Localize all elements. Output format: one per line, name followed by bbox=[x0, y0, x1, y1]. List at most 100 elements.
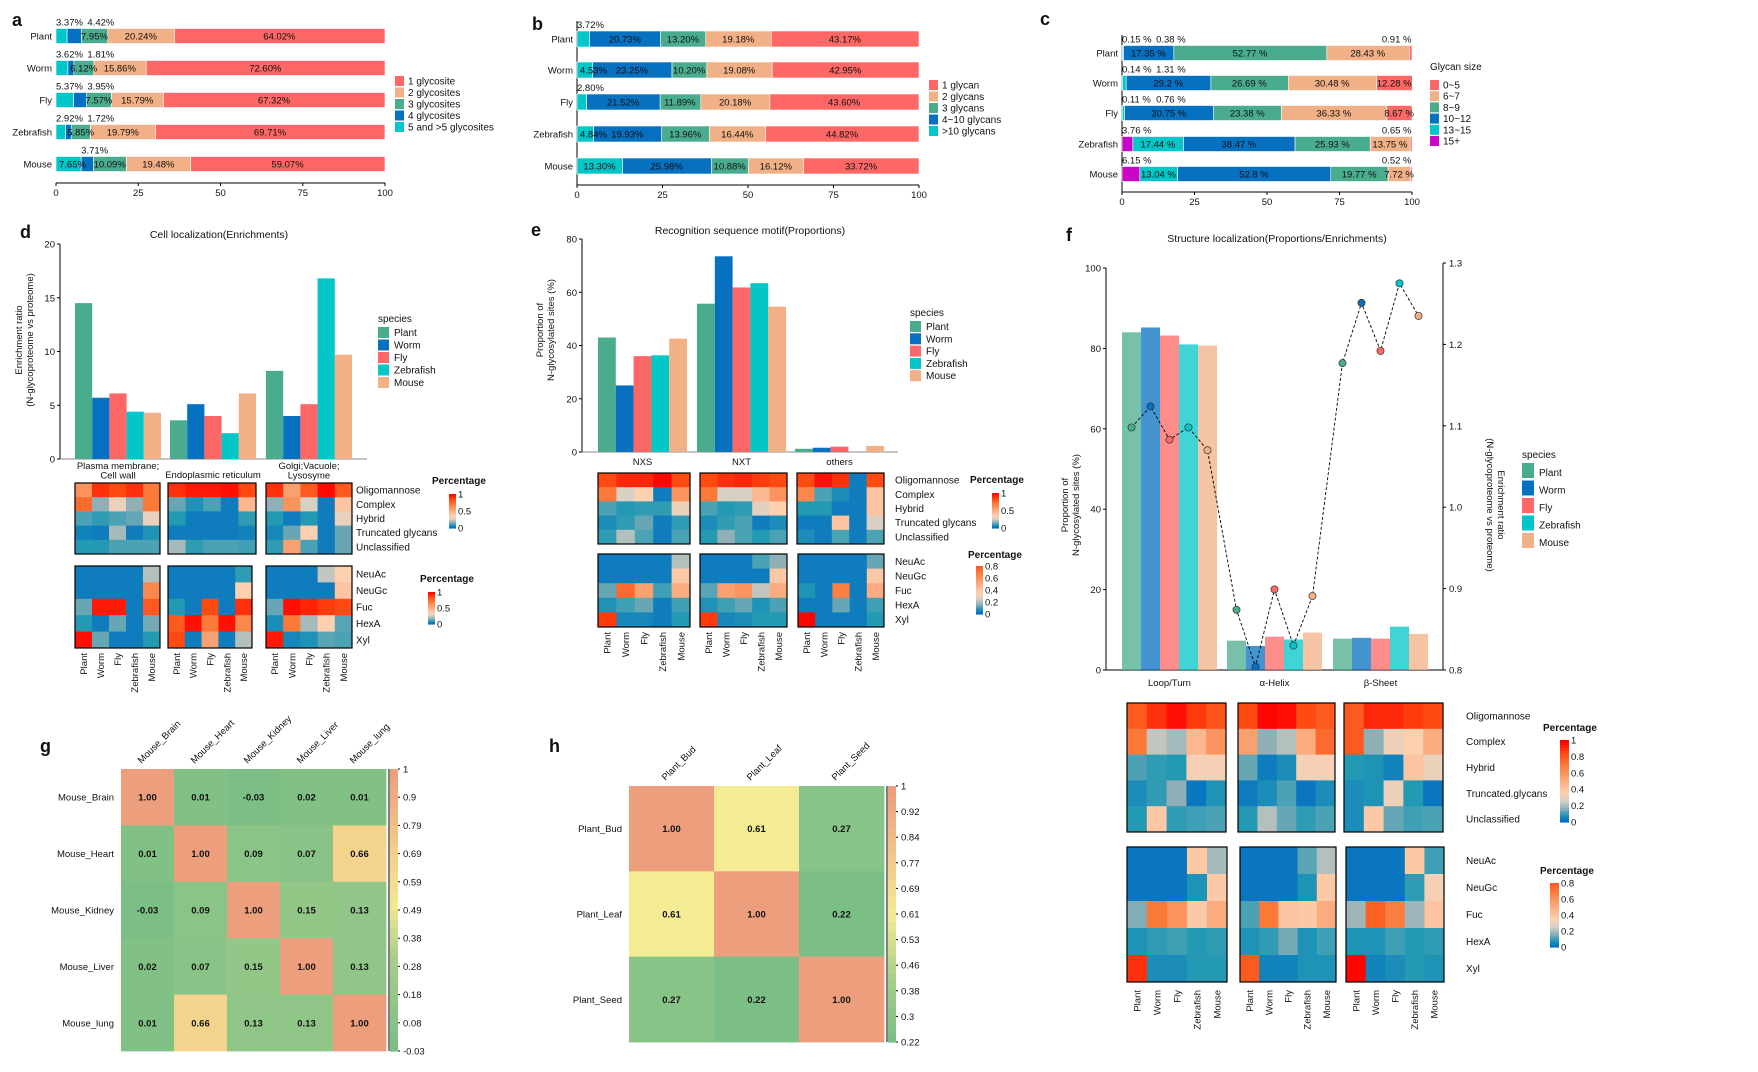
heatmap-cell bbox=[799, 956, 885, 1043]
legend-swatch bbox=[395, 122, 404, 132]
data-label: 13.04 % bbox=[1141, 170, 1176, 181]
heatmap-cell bbox=[184, 615, 202, 632]
chart-title: Cell localization(Enrichments) bbox=[150, 229, 288, 241]
colorbar-segment bbox=[992, 501, 999, 503]
heatmap-cell bbox=[1206, 780, 1227, 807]
heatmap-cell bbox=[203, 525, 222, 541]
heatmap-cell bbox=[1127, 754, 1148, 781]
colorbar-segment bbox=[992, 524, 999, 527]
colorbar-segment bbox=[390, 844, 398, 855]
enrichment-point bbox=[1165, 435, 1174, 444]
colorbar-segment bbox=[888, 854, 896, 864]
bar bbox=[812, 447, 831, 452]
heatmap-cell bbox=[653, 554, 672, 569]
heatmap-cell bbox=[235, 566, 253, 583]
heatmap-cell bbox=[317, 525, 336, 541]
heatmap-cell bbox=[629, 956, 715, 1043]
heatmap-cell bbox=[1403, 754, 1424, 781]
heatmap-cell bbox=[814, 515, 833, 531]
legend-label: Zebrafish bbox=[1539, 521, 1581, 532]
colorbar-segment bbox=[1560, 786, 1569, 790]
category-label: Lysosyme bbox=[288, 471, 330, 482]
heatmap-cell bbox=[734, 529, 753, 545]
heatmap-cell bbox=[334, 511, 353, 526]
colorbar-tick-label: 0.5 bbox=[1001, 506, 1014, 517]
heatmap-cell bbox=[752, 473, 770, 488]
colorbar-segment bbox=[1550, 908, 1559, 912]
colorbar-segment bbox=[428, 622, 435, 625]
data-label: 19.18% bbox=[722, 35, 755, 46]
heatmap-cell bbox=[1404, 874, 1425, 902]
heatmap-cell bbox=[109, 631, 127, 649]
col-label: Mouse_Brain bbox=[136, 719, 183, 766]
colorbar-segment bbox=[449, 518, 456, 521]
legend-swatch bbox=[1522, 498, 1534, 513]
colorbar-segment bbox=[888, 794, 896, 804]
legend-swatch bbox=[929, 91, 938, 102]
colorbar-segment bbox=[449, 494, 456, 496]
heatmap-cell bbox=[317, 483, 336, 498]
heatmap-col-label: Mouse bbox=[774, 632, 785, 661]
heatmap-row-label: Truncated glycans bbox=[356, 528, 437, 539]
heatmap-bottom-e: Plant Worm Fly Zebrafish Mouse Plant Worm Fly Ze… bbox=[597, 550, 1022, 672]
col-label: Mouse_Kidney bbox=[242, 714, 294, 766]
heatmap-cell bbox=[714, 786, 800, 872]
data-label: 72.60% bbox=[249, 64, 282, 75]
colorbar-segment bbox=[449, 520, 456, 522]
colorbar-title: Percentage bbox=[970, 475, 1024, 486]
heatmap-col-label: Zebrafish bbox=[756, 632, 767, 672]
heatmap-cell bbox=[334, 615, 353, 632]
colorbar-segment bbox=[449, 497, 456, 500]
colorbar-segment bbox=[449, 507, 456, 510]
colorbar-segment bbox=[428, 605, 435, 608]
colorbar-tick-label: 0 bbox=[1571, 818, 1576, 829]
heatmap-col-label: Mouse bbox=[871, 632, 882, 661]
heatmap-cell bbox=[201, 582, 219, 600]
bar bbox=[1284, 639, 1303, 670]
heatmap-cell bbox=[1315, 703, 1336, 730]
heatmap-cell bbox=[797, 487, 815, 502]
heatmap-cell bbox=[1346, 847, 1366, 875]
heatmap-cell bbox=[866, 583, 885, 599]
heatmap-cell bbox=[1187, 928, 1208, 956]
colorbar-segment bbox=[888, 948, 896, 958]
heatmap-cell bbox=[75, 631, 93, 649]
heatmap-cell bbox=[1187, 874, 1208, 902]
heatmap-cell bbox=[201, 615, 219, 632]
colorbar-tick-label: 0.8 bbox=[985, 562, 998, 573]
heatmap-cell bbox=[1207, 874, 1228, 902]
colorbar-segment bbox=[1550, 897, 1559, 901]
colorbar-segment bbox=[976, 612, 983, 615]
heatmap-cell bbox=[598, 501, 617, 516]
cell-value: -0.03 bbox=[243, 793, 265, 804]
bar-segment bbox=[576, 93, 587, 111]
heatmap-cell bbox=[815, 583, 833, 599]
data-label: 3.62% bbox=[56, 50, 83, 61]
data-label: 6.15 % bbox=[1122, 156, 1152, 167]
colorbar-segment bbox=[888, 786, 896, 796]
heatmap-cell bbox=[1297, 928, 1318, 956]
heatmap-cell bbox=[769, 515, 788, 531]
colorbar-segment bbox=[888, 888, 896, 898]
grouped-bar-chart-d: Cell localization(Enrichments) 0 5 10 15 20 En… bbox=[14, 229, 436, 482]
heatmap-cell bbox=[769, 473, 788, 488]
heatmap-cell bbox=[280, 994, 334, 1052]
colorbar-segment bbox=[1550, 910, 1559, 914]
legend-label: >10 glycans bbox=[942, 127, 996, 138]
heatmap-row-label: Fuc bbox=[895, 586, 912, 597]
colorbar-segment bbox=[428, 608, 435, 610]
heatmap-cell bbox=[671, 473, 691, 488]
heatmap-cell bbox=[143, 525, 161, 541]
colorbar-segment bbox=[390, 910, 398, 920]
colorbar-segment bbox=[390, 975, 398, 986]
data-label: 10.09% bbox=[94, 160, 127, 171]
colorbar-segment bbox=[1550, 889, 1559, 893]
colorbar-segment bbox=[428, 595, 435, 597]
heatmap-cell bbox=[300, 539, 318, 555]
heatmap-cell bbox=[1344, 780, 1365, 807]
heatmap-cell bbox=[168, 598, 186, 616]
bar-segment bbox=[1410, 166, 1413, 182]
heatmap-col-label: Worm bbox=[1153, 990, 1164, 1015]
category-label: Golgi;Vacuole; bbox=[278, 461, 339, 472]
panel-label-c: c bbox=[1040, 9, 1050, 29]
